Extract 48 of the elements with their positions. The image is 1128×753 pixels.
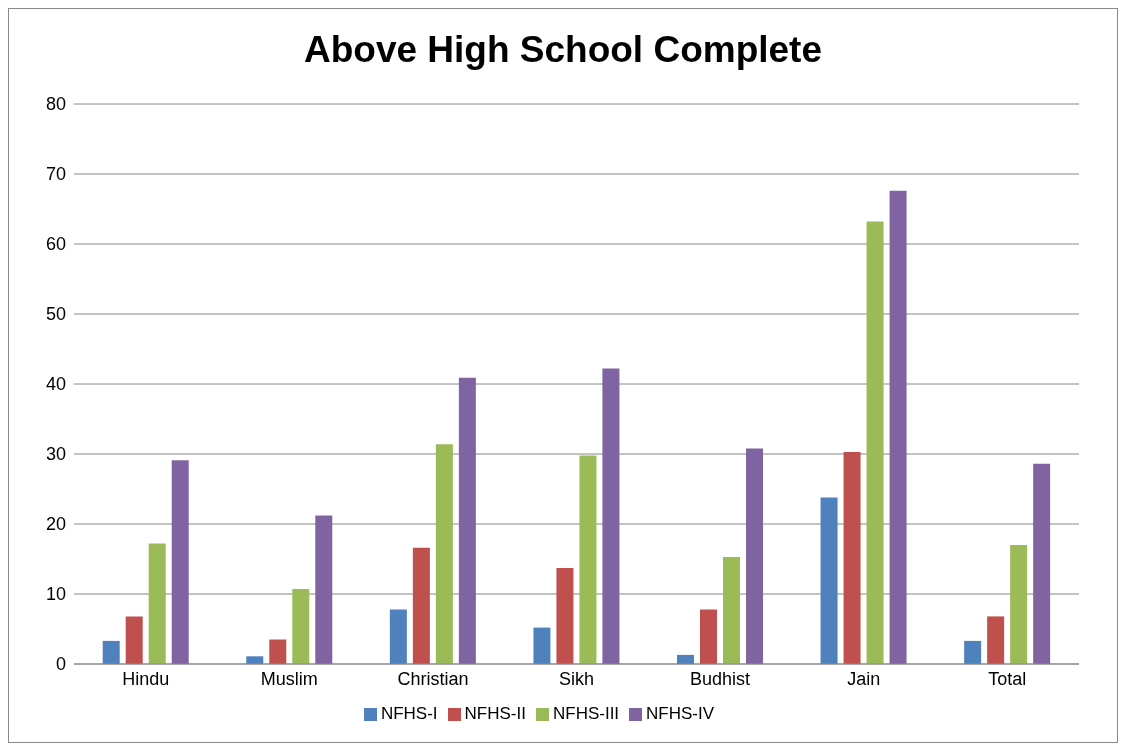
y-tick-label: 50	[45, 304, 66, 325]
y-tick-label: 60	[45, 234, 66, 255]
bar	[579, 455, 597, 664]
y-tick-label: 70	[45, 164, 66, 185]
y-tick-label: 0	[55, 654, 66, 675]
bar	[556, 568, 574, 664]
x-tick-label: Jain	[847, 668, 881, 689]
bar	[148, 543, 166, 664]
bar	[389, 609, 407, 664]
bar	[1033, 463, 1051, 664]
x-tick-label: Budhist	[690, 668, 751, 689]
bar	[292, 589, 310, 664]
bar	[700, 609, 717, 664]
bar	[987, 616, 1005, 664]
x-tick-label: Sikh	[558, 668, 595, 689]
bar	[820, 497, 838, 664]
y-tick-label: 20	[45, 514, 66, 535]
bar	[102, 640, 120, 664]
bar	[1010, 545, 1028, 664]
legend-label: NFHS-I	[380, 704, 438, 723]
legend-label: NFHS-III	[552, 704, 620, 723]
bar	[723, 556, 740, 664]
bar	[602, 368, 620, 664]
bar	[866, 221, 884, 664]
bar	[246, 656, 264, 664]
bar	[269, 639, 287, 664]
bar	[412, 547, 430, 664]
bar	[435, 444, 453, 664]
bar	[458, 377, 476, 664]
legend-label: NFHS-II	[464, 704, 526, 723]
bar	[125, 616, 143, 664]
y-tick-label: 80	[45, 94, 66, 115]
y-tick-label: 30	[45, 444, 66, 465]
bar	[889, 190, 907, 664]
x-tick-label: Muslim	[260, 668, 318, 689]
bar	[171, 460, 189, 664]
bar	[315, 515, 333, 664]
y-tick-label: 40	[45, 374, 66, 395]
bar	[964, 640, 982, 664]
bar	[843, 451, 861, 664]
bar	[533, 627, 551, 664]
bar	[746, 448, 763, 664]
legend-label: NFHS-IV	[646, 704, 715, 723]
x-tick-label: Christian	[397, 668, 469, 689]
x-tick-label: Hindu	[122, 668, 170, 689]
chart-title: Above High School Complete	[302, 29, 823, 72]
x-tick-label: Total	[988, 668, 1027, 689]
y-tick-label: 10	[45, 584, 66, 605]
